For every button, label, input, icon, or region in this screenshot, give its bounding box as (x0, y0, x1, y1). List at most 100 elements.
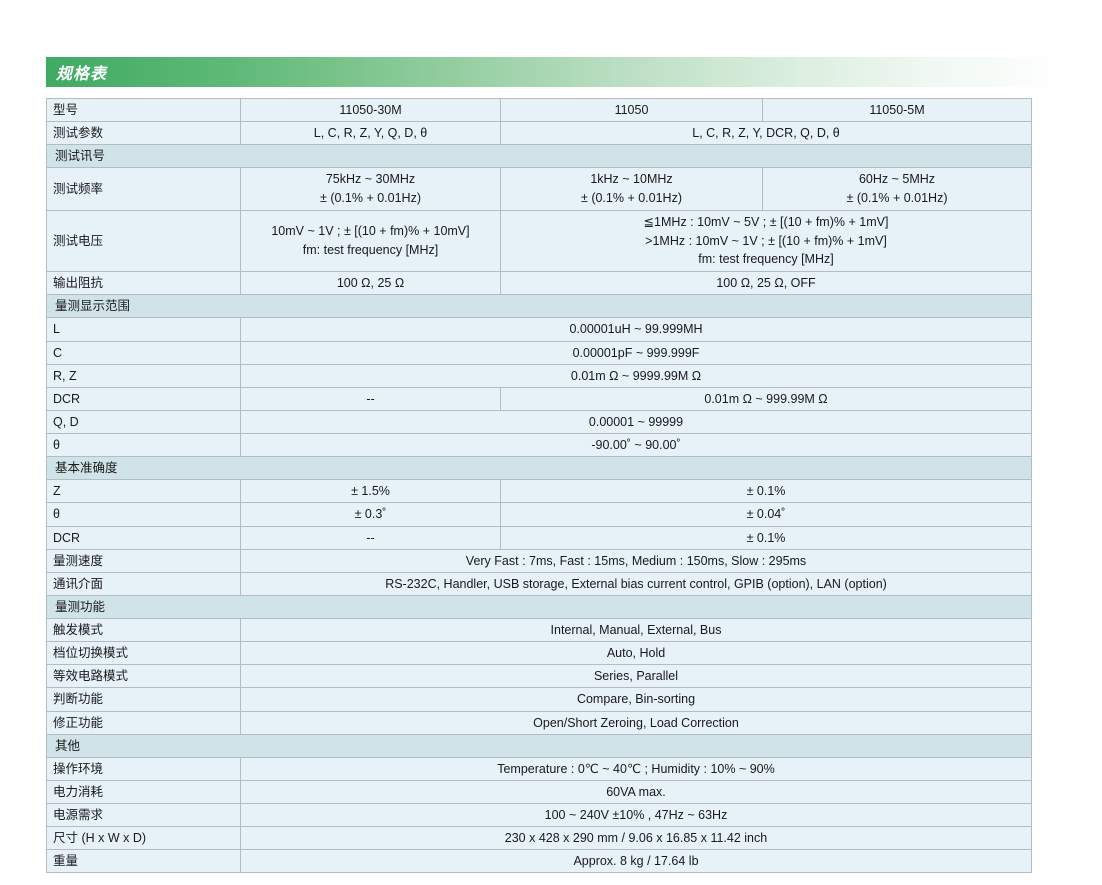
table-section-header-row: 基本准确度 (46, 456, 1032, 481)
table-row: 判断功能 Compare, Bin-sorting (46, 687, 1032, 712)
table-section-header-row: 量测功能 (46, 594, 1032, 620)
row-value-cell: RS-232C, Handler, USB storage, External … (240, 571, 1032, 596)
row-value-cell: 0.00001pF ~ 999.999F (240, 340, 1032, 365)
row-value-cell: ± 0.1% (500, 525, 1032, 550)
row-label: 判断功能 (46, 687, 241, 712)
table-row: 测试参数 L, C, R, Z, Y, Q, D, θ L, C, R, Z, Y,… (46, 121, 1032, 146)
multiline-value: 1kHz ~ 10MHz ± (0.1% + 0.01Hz) (507, 170, 756, 208)
row-value-cell: ± 0.1% (500, 479, 1032, 504)
row-value-cell: 100 Ω, 25 Ω, OFF (500, 271, 1032, 296)
table-row: 型号 11050-30M 11050 11050-5M (46, 97, 1032, 123)
multiline-value: 10mV ~ 1V ; ± [(10 + fm)% + 10mV] fm: tes… (247, 222, 494, 260)
row-label: 测试参数 (46, 121, 241, 146)
value-line: ± (0.1% + 0.01Hz) (580, 191, 682, 206)
table-section-header-row: 测试讯号 (46, 144, 1032, 169)
table-row: 通讯介面 RS-232C, Handler, USB storage, Exter… (46, 571, 1032, 596)
row-value-cell: 100 Ω, 25 Ω (240, 271, 501, 296)
row-label: DCR (46, 386, 241, 411)
row-value-cell: 0.01m Ω ~ 999.99M Ω (500, 386, 1032, 411)
table-row: DCR -- ± 0.1% (46, 525, 1032, 550)
row-label: 修正功能 (46, 710, 241, 735)
specification-table: 型号 11050-30M 11050 11050-5M 测试参数 L, C, R, Z, … (46, 97, 1032, 874)
row-value-cell: Very Fast : 7ms, Fast : 15ms, Medium : 1… (240, 548, 1032, 573)
row-value-cell: 100 ~ 240V ±10% , 47Hz ~ 63Hz (240, 802, 1032, 828)
banner-title: 规格表 (56, 66, 108, 83)
value-line: ± (0.1% + 0.01Hz) (319, 191, 421, 206)
value-line: 75kHz ~ 30MHz (325, 172, 416, 187)
row-value-cell: -- (240, 386, 501, 411)
row-label: 量测速度 (46, 548, 241, 573)
table-row: 触发模式 Internal, Manual, External, Bus (46, 617, 1032, 643)
row-label: 输出阻抗 (46, 271, 241, 296)
table-row: 操作环境 Temperature : 0℃ ~ 40℃ ; Humidity : … (46, 756, 1032, 781)
row-label: 通讯介面 (46, 571, 241, 596)
row-value-cell: 11050-30M (240, 97, 501, 123)
section-banner: 规格表 (46, 57, 1068, 87)
row-label: θ (46, 502, 241, 527)
row-value-cell: 0.01m Ω ~ 9999.99M Ω (240, 363, 1032, 388)
section-header-label: 其他 (46, 733, 1032, 758)
table-row: 修正功能 Open/Short Zeroing, Load Correction (46, 710, 1032, 735)
table-row: 等效电路模式 Series, Parallel (46, 664, 1032, 689)
value-line: >1MHz : 10mV ~ 1V ; ± [(10 + fm)% + 1mV] (645, 233, 887, 248)
section-header-label: 量测功能 (46, 594, 1032, 620)
row-value-cell: Series, Parallel (240, 664, 1032, 689)
row-value-cell: 1kHz ~ 10MHz ± (0.1% + 0.01Hz) (500, 167, 763, 211)
value-line: ± (0.1% + 0.01Hz) (846, 191, 948, 206)
row-value-cell: 75kHz ~ 30MHz ± (0.1% + 0.01Hz) (240, 167, 501, 211)
row-value-cell: 60Hz ~ 5MHz ± (0.1% + 0.01Hz) (762, 167, 1032, 211)
table-row: Q, D 0.00001 ~ 99999 (46, 409, 1032, 435)
row-value-cell: Open/Short Zeroing, Load Correction (240, 710, 1032, 735)
value-line: fm: test frequency [MHz] (302, 243, 439, 257)
table-section-header-row: 其他 (46, 733, 1032, 758)
value-line: 60Hz ~ 5MHz (858, 172, 936, 187)
row-value-cell: 230 x 428 x 290 mm / 9.06 x 16.85 x 11.4… (240, 826, 1032, 851)
table-row: θ -90.00˚ ~ 90.00˚ (46, 432, 1032, 458)
row-value-cell: 0.00001 ~ 99999 (240, 409, 1032, 435)
value-line: 10mV ~ 1V ; ± [(10 + fm)% + 10mV] (271, 224, 470, 239)
row-label: C (46, 340, 241, 365)
table-row: 档位切换模式 Auto, Hold (46, 641, 1032, 666)
row-value-cell: Internal, Manual, External, Bus (240, 617, 1032, 643)
row-value-cell: 11050 (500, 97, 763, 123)
row-label: 重量 (46, 849, 241, 874)
row-value-cell: Temperature : 0℃ ~ 40℃ ; Humidity : 10% … (240, 756, 1032, 781)
row-label: 测试电压 (46, 209, 241, 273)
table-row: R, Z 0.01m Ω ~ 9999.99M Ω (46, 363, 1032, 388)
table-row: DCR -- 0.01m Ω ~ 999.99M Ω (46, 386, 1032, 411)
row-value-cell: -- (240, 525, 501, 550)
table-row: 输出阻抗 100 Ω, 25 Ω 100 Ω, 25 Ω, OFF (46, 271, 1032, 296)
table-row: 测试频率 75kHz ~ 30MHz ± (0.1% + 0.01Hz) 1kHz ~… (46, 167, 1032, 211)
multiline-value: 75kHz ~ 30MHz ± (0.1% + 0.01Hz) (247, 170, 494, 208)
table-row: 尺寸 (H x W x D) 230 x 428 x 290 mm / 9.06 … (46, 826, 1032, 851)
table-row: θ ± 0.3˚ ± 0.04˚ (46, 502, 1032, 527)
row-label: θ (46, 432, 241, 458)
row-value-cell: 0.00001uH ~ 99.999MH (240, 317, 1032, 342)
row-label: 尺寸 (H x W x D) (46, 826, 241, 851)
table-row: C 0.00001pF ~ 999.999F (46, 340, 1032, 365)
row-value-cell: Auto, Hold (240, 641, 1032, 666)
row-value-cell: 10mV ~ 1V ; ± [(10 + fm)% + 10mV] fm: tes… (240, 209, 501, 273)
table-row: 量测速度 Very Fast : 7ms, Fast : 15ms, Medium… (46, 548, 1032, 573)
row-value-cell: ± 1.5% (240, 479, 501, 504)
multiline-value: 60Hz ~ 5MHz ± (0.1% + 0.01Hz) (769, 170, 1025, 208)
row-label: R, Z (46, 363, 241, 388)
row-label: 测试频率 (46, 167, 241, 211)
row-value-cell: Approx. 8 kg / 17.64 lb (240, 849, 1032, 874)
row-value-cell: 60VA max. (240, 779, 1032, 805)
spec-table-container: 型号 11050-30M 11050 11050-5M 测试参数 L, C, R, Z, … (46, 97, 1032, 874)
spec-table-body: 型号 11050-30M 11050 11050-5M 测试参数 L, C, R, Z, … (46, 97, 1032, 874)
section-header-label: 测试讯号 (46, 144, 1032, 169)
row-value-cell: -90.00˚ ~ 90.00˚ (240, 432, 1032, 458)
row-label: 电力消耗 (46, 779, 241, 805)
table-row: 电源需求 100 ~ 240V ±10% , 47Hz ~ 63Hz (46, 802, 1032, 828)
value-line: fm: test frequency [MHz] (698, 252, 834, 267)
value-line: 1kHz ~ 10MHz (590, 172, 673, 187)
row-label: 电源需求 (46, 802, 241, 828)
row-value-cell: L, C, R, Z, Y, Q, D, θ (240, 121, 501, 146)
row-value-cell: 11050-5M (762, 97, 1032, 123)
table-row: L 0.00001uH ~ 99.999MH (46, 317, 1032, 342)
value-line: ≦1MHz : 10mV ~ 5V ; ± [(10 + fm)% + 1mV] (643, 214, 889, 229)
row-label: 档位切换模式 (46, 641, 241, 666)
